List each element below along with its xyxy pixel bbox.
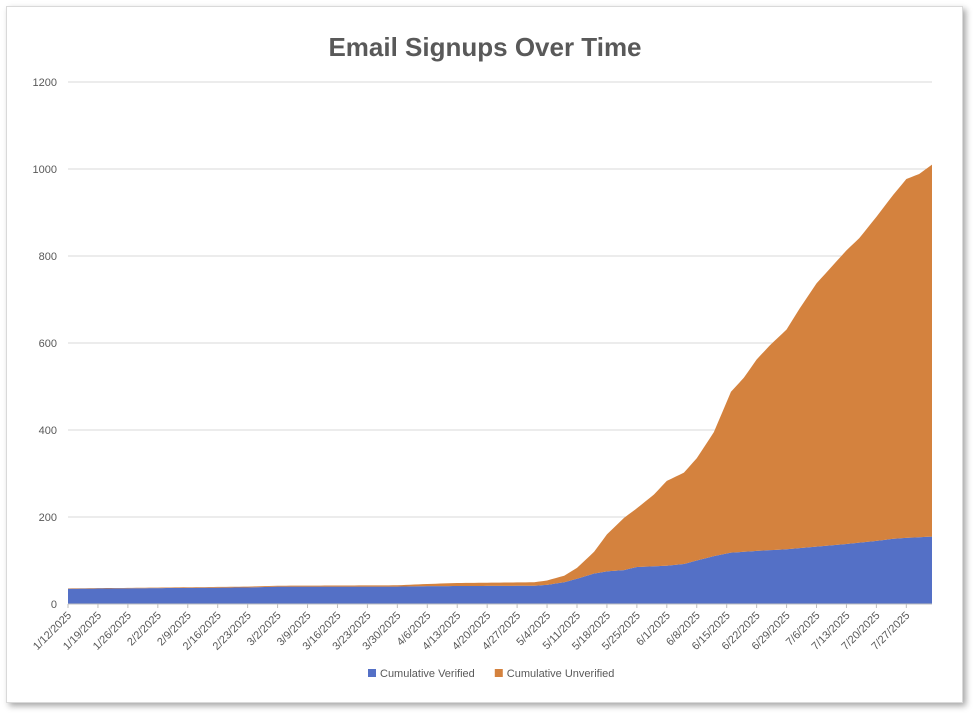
stacked-areas — [68, 164, 932, 604]
area-series-0 — [68, 536, 932, 604]
chart-title: Email Signups Over Time — [328, 32, 641, 62]
y-axis-tick-labels: 0 200 400 600 800 1000 1200 — [33, 77, 57, 611]
legend-label-0: Cumulative Verified — [380, 668, 475, 680]
legend-label-1: Cumulative Unverified — [507, 668, 615, 680]
y-tick-label: 200 — [39, 512, 57, 524]
y-tick-label: 1000 — [33, 164, 57, 176]
y-tick-label: 800 — [39, 251, 57, 263]
x-axis-tick-labels: 1/12/20251/19/20251/26/20252/2/20252/9/2… — [31, 610, 912, 653]
chart-frame: Email Signups Over Time 0 200 400 600 800 100… — [6, 6, 963, 703]
y-tick-label: 0 — [51, 599, 57, 611]
legend: Cumulative Verified Cumulative Unverified — [368, 668, 614, 680]
legend-swatch-1 — [494, 669, 503, 677]
y-tick-label: 1200 — [33, 77, 57, 89]
area-series-1 — [68, 164, 932, 589]
legend-swatch-0 — [368, 669, 376, 677]
y-tick-label: 600 — [39, 338, 57, 350]
y-tick-label: 400 — [39, 425, 57, 437]
chart-canvas: Email Signups Over Time 0 200 400 600 800 100… — [31, 32, 932, 680]
axes — [67, 603, 932, 608]
